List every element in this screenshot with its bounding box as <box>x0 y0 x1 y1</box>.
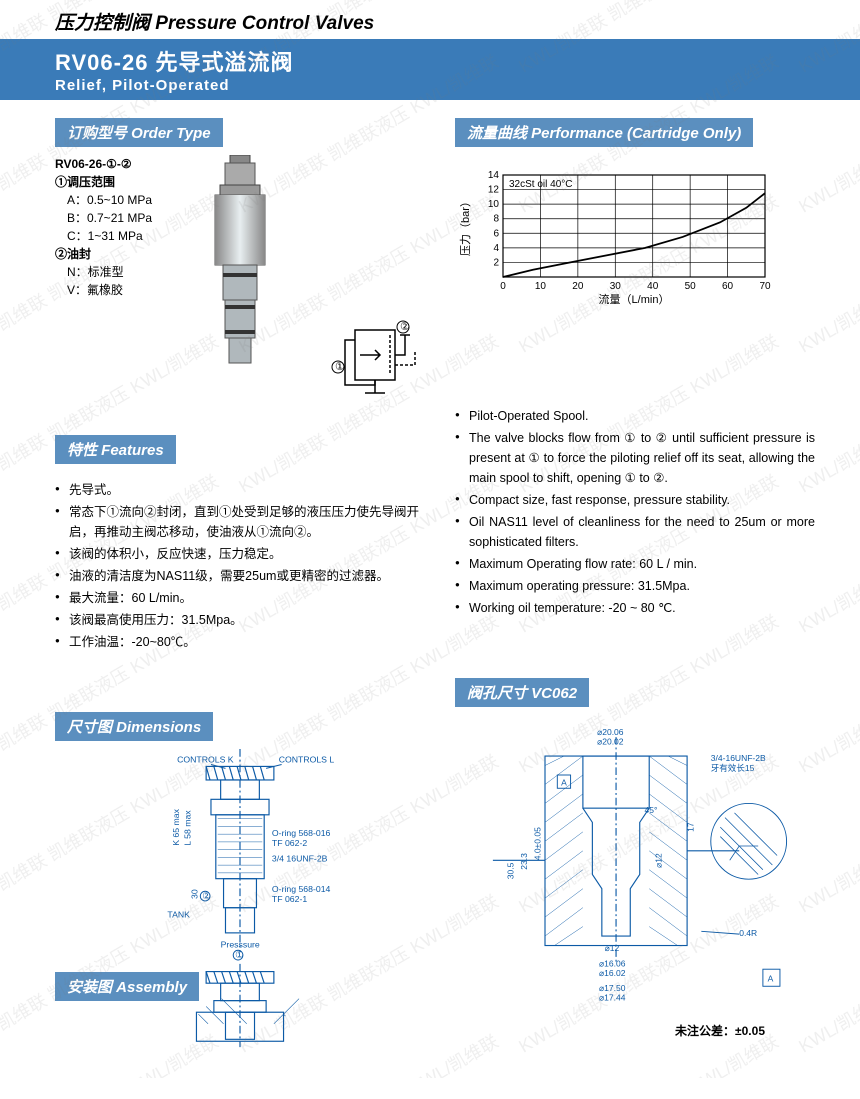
svg-text:4.0±0.05: 4.0±0.05 <box>532 827 542 860</box>
dimensions-drawing: CONTROLS K CONTROLS L K 65 max L 58 max … <box>55 749 425 1049</box>
svg-text:8: 8 <box>493 214 499 225</box>
feature-item: 该阀最高使用压力：31.5Mpa。 <box>55 610 425 630</box>
svg-text:TANK: TANK <box>167 909 190 919</box>
svg-text:3/4-16UNF-2B: 3/4-16UNF-2B <box>711 753 766 763</box>
order-g1-c: C：1~31 MPa <box>55 227 175 245</box>
feature-item: 油液的清洁度为NAS11级，需要25um或更精密的过滤器。 <box>55 566 425 586</box>
banner-sub: Relief, Pilot-Operated <box>55 77 860 94</box>
svg-text:32cSt oil 40°C: 32cSt oil 40°C <box>509 179 572 190</box>
svg-text:⌀20.02: ⌀20.02 <box>597 737 624 747</box>
svg-text:45°: 45° <box>644 805 657 815</box>
svg-text:60: 60 <box>722 281 734 292</box>
svg-text:30.5: 30.5 <box>506 862 516 879</box>
feature-item: Maximum Operating flow rate: 60 L / min. <box>455 554 815 574</box>
svg-text:压力（bar）: 压力（bar） <box>459 196 472 256</box>
feature-item: Maximum operating pressure: 31.5Mpa. <box>455 576 815 596</box>
svg-text:30: 30 <box>189 889 199 899</box>
product-banner: RV06-26 先导式溢流阀 Relief, Pilot-Operated <box>0 39 860 100</box>
svg-text:A: A <box>561 777 567 787</box>
feature-item: 该阀的体积小，反应快速，压力稳定。 <box>55 544 425 564</box>
feature-item: Oil NAS11 level of cleanliness for the n… <box>455 512 815 552</box>
svg-text:40: 40 <box>647 281 659 292</box>
feature-item: 常态下①流向②封闭，直到①处受到足够的液压压力使先导阀开启，再推动主阀芯移动，使… <box>55 502 425 542</box>
svg-text:O-ring 568-016: O-ring 568-016 <box>272 828 331 838</box>
svg-text:⌀17.44: ⌀17.44 <box>599 992 626 1002</box>
feature-item: Working oil temperature: -20 ~ 80 ℃. <box>455 598 815 618</box>
order-g1-b: B：0.7~21 MPa <box>55 209 175 227</box>
assembly-header: 安装图 Assembly <box>55 972 199 1001</box>
svg-text:⌀12: ⌀12 <box>605 943 620 953</box>
features-cn-list: 先导式。常态下①流向②封闭，直到①处受到足够的液压压力使先导阀开启，再推动主阀芯… <box>55 480 425 652</box>
cavity-header: 阀孔尺寸 VC062 <box>455 678 589 707</box>
valve-illustration <box>195 155 285 375</box>
tolerance-note: 未注公差：±0.05 <box>455 1022 815 1039</box>
svg-text:14: 14 <box>488 170 500 181</box>
performance-chart: 2 4 6 8 10 12 14 0 10 20 30 40 50 60 70 流量（L/min） 压力（bar… <box>455 165 815 308</box>
svg-text:30: 30 <box>610 281 622 292</box>
svg-text:O-ring 568-014: O-ring 568-014 <box>272 884 331 894</box>
order-type-header: 订购型号 Order Type <box>55 118 223 147</box>
svg-text:Presssure: Presssure <box>221 939 260 949</box>
banner-main: RV06-26 先导式溢流阀 <box>55 45 860 77</box>
svg-text:2: 2 <box>493 257 499 268</box>
svg-text:⌀12: ⌀12 <box>654 853 664 868</box>
feature-item: The valve blocks flow from ① to ② until … <box>455 428 815 488</box>
svg-text:K 65 max: K 65 max <box>171 808 181 845</box>
svg-text:50: 50 <box>685 281 697 292</box>
order-g1-a: A：0.5~10 MPa <box>55 191 175 209</box>
feature-item: Compact size, fast response, pressure st… <box>455 490 815 510</box>
order-g2-v: V：氟橡胶 <box>55 281 175 299</box>
svg-text:⌀16.06: ⌀16.06 <box>599 958 626 968</box>
svg-text:TF 062-1: TF 062-1 <box>272 894 307 904</box>
svg-text:17: 17 <box>686 822 696 832</box>
performance-header: 流量曲线 Performance (Cartridge Only) <box>455 118 753 147</box>
svg-text:70: 70 <box>759 281 771 292</box>
dimensions-header: 尺寸图 Dimensions <box>55 712 213 741</box>
svg-text:CONTROLS L: CONTROLS L <box>279 755 335 765</box>
svg-text:20: 20 <box>572 281 584 292</box>
svg-text:TF 062-2: TF 062-2 <box>272 838 307 848</box>
feature-item: 先导式。 <box>55 480 425 500</box>
page-title: 压力控制阀 Pressure Control Valves <box>0 0 860 39</box>
svg-text:3/4 16UNF-2B: 3/4 16UNF-2B <box>272 853 328 863</box>
order-block: RV06-26-①-② ①调压范围 A：0.5~10 MPa B：0.7~21 … <box>55 155 425 415</box>
order-g2-n: N：标准型 <box>55 263 175 281</box>
svg-text:23.3: 23.3 <box>519 853 529 870</box>
svg-text:⌀16.02: ⌀16.02 <box>599 968 626 978</box>
svg-text:4: 4 <box>493 243 499 254</box>
svg-text:⌀17.50: ⌀17.50 <box>599 983 626 993</box>
feature-item: Pilot-Operated Spool. <box>455 406 815 426</box>
svg-text:CONTROLS K: CONTROLS K <box>177 755 234 765</box>
features-en-list: Pilot-Operated Spool.The valve blocks fl… <box>455 406 815 618</box>
svg-text:10: 10 <box>535 281 547 292</box>
cavity-drawing: ⌀20.06 ⌀20.02 3/4-16UNF-2B 牙有效长15 A 30.5… <box>455 715 815 1015</box>
features-header: 特性 Features <box>55 435 176 464</box>
svg-text:0: 0 <box>500 281 506 292</box>
valve-schematic: ① ② <box>305 315 425 405</box>
svg-text:牙有效长15: 牙有效长15 <box>711 763 755 773</box>
svg-text:6: 6 <box>493 228 499 239</box>
order-group1-title: ①调压范围 <box>55 173 175 191</box>
svg-text:流量（L/min）: 流量（L/min） <box>599 292 670 305</box>
order-model: RV06-26-①-② <box>55 155 175 173</box>
feature-item: 工作油温：-20~80℃。 <box>55 632 425 652</box>
order-group2-title: ②油封 <box>55 245 175 263</box>
svg-text:L 58 max: L 58 max <box>183 810 193 846</box>
svg-text:12: 12 <box>488 185 500 196</box>
svg-text:10: 10 <box>488 199 500 210</box>
svg-text:0.4R: 0.4R <box>739 928 757 938</box>
svg-text:⌀20.06: ⌀20.06 <box>597 727 624 737</box>
feature-item: 最大流量：60 L/min。 <box>55 588 425 608</box>
svg-text:A: A <box>768 974 774 984</box>
